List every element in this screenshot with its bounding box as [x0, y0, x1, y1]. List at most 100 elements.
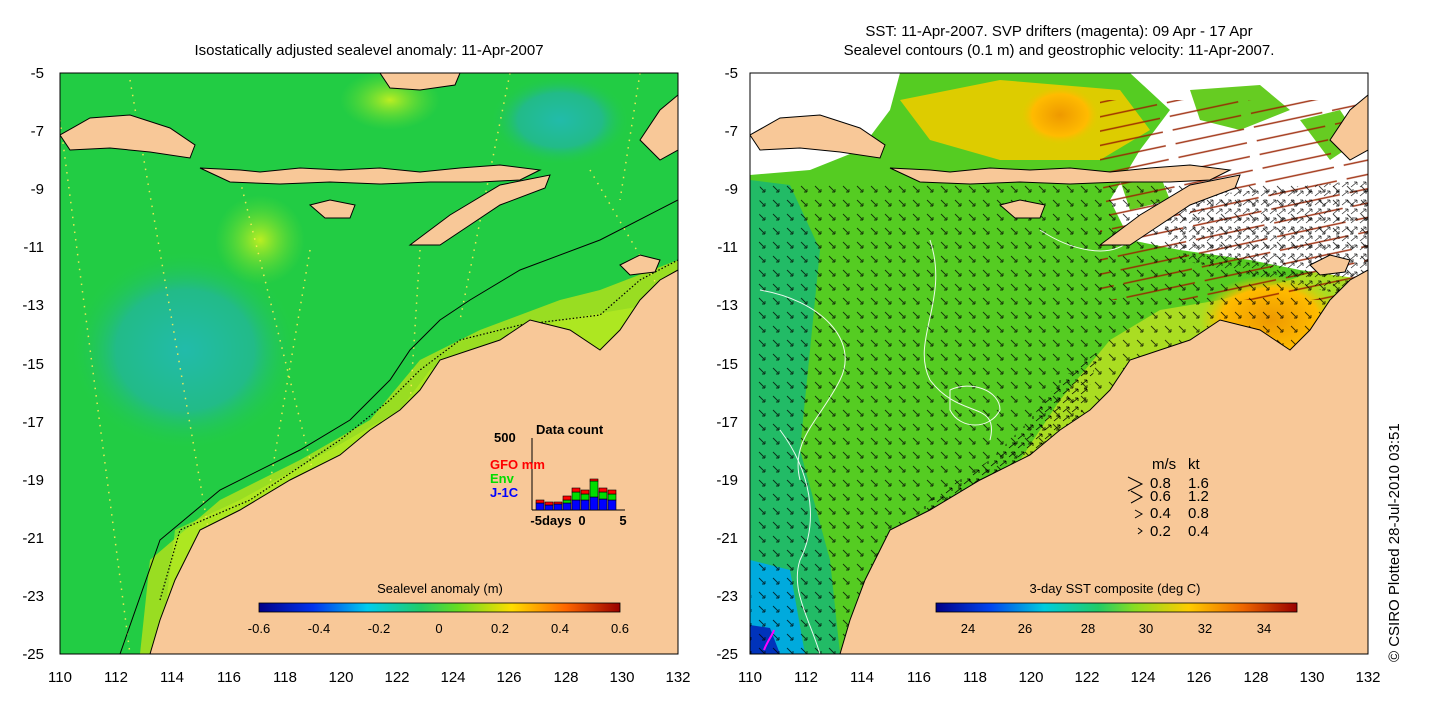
speed-legend: m/s kt 0.8 1.6 0.6 1.2 0.4 0.8 0.2 0.4 [1127, 456, 1209, 540]
data-count-bar-j1c [571, 499, 581, 511]
right-x-tick: 114 [850, 669, 874, 686]
data-count-bar-j1c [580, 499, 590, 511]
left-y-tick: -21 [22, 530, 44, 547]
data-count-inset: Data count 500 GFO mm Env J-1C [490, 422, 627, 528]
banda-islands [639, 94, 678, 161]
right-x-tick: 132 [1355, 669, 1380, 686]
sla-colorbar-tick: -0.4 [308, 621, 330, 636]
sst-colorbar-tick: 34 [1257, 621, 1271, 636]
data-count-bar-j1c [562, 502, 572, 511]
left-x-tick: 112 [104, 669, 128, 686]
data-count-title: Data count [536, 422, 604, 437]
lesser-sunda-islands [199, 164, 542, 185]
sst-colorbar-tick: 24 [961, 621, 975, 636]
right-x-tick: 124 [1130, 669, 1155, 686]
left-y-axis: -5 -7 -9 -11 -13 -15 -17 -19 -21 -23 -25 [22, 65, 44, 663]
sla-high-anomaly [215, 195, 305, 285]
right-x-axis: 110 112 114 116 118 120 122 124 126 128 … [738, 669, 1380, 686]
left-x-tick: 126 [496, 669, 521, 686]
left-x-axis: 110 112 114 116 118 120 122 124 126 128 … [48, 669, 690, 686]
data-count-bar-j1c [598, 498, 608, 511]
left-y-tick: -15 [22, 356, 44, 373]
sst-colorbar-tick: 28 [1081, 621, 1095, 636]
lesser-sunda-islands-right [889, 164, 1232, 185]
right-y-tick: -11 [717, 239, 738, 256]
left-x-tick: 128 [553, 669, 578, 686]
speed-legend-kt: 0.8 [1188, 505, 1209, 522]
timor-island-right [1098, 174, 1241, 246]
data-count-x-tick: -5days [530, 513, 571, 528]
left-x-tick: 116 [217, 669, 241, 686]
data-count-bar-gfo [598, 487, 608, 493]
left-y-tick: -13 [22, 297, 44, 314]
data-count-bar-j1c [607, 499, 617, 511]
speed-legend-kt: 1.6 [1188, 475, 1209, 492]
right-y-tick: -5 [725, 65, 738, 82]
speed-legend-header-ms: m/s [1152, 456, 1176, 473]
right-map-frame [749, 72, 1369, 655]
sla-low-anomaly [70, 250, 300, 450]
right-y-axis: -5 -7 -9 -11 -13 -15 -17 -19 -21 -23 -25 [716, 65, 738, 663]
sla-colorbar-label: Sealevel anomaly (m) [377, 581, 503, 596]
right-x-tick: 118 [963, 669, 987, 686]
left-x-tick: 132 [665, 669, 690, 686]
data-count-bar-gfo [571, 487, 581, 493]
data-count-bar-gfo [535, 499, 545, 504]
left-x-tick: 120 [328, 669, 353, 686]
left-y-tick: -19 [22, 472, 44, 489]
speed-legend-header-kt: kt [1188, 456, 1201, 473]
sla-colorbar-tick: 0.6 [611, 621, 629, 636]
right-y-tick: -13 [716, 297, 738, 314]
right-y-tick: -17 [716, 414, 738, 431]
sst-colorbar-tick: 26 [1018, 621, 1032, 636]
new-guinea-coast [619, 254, 661, 276]
data-count-bar-gfo [589, 478, 599, 482]
left-y-tick: -23 [22, 588, 44, 605]
left-y-tick: -9 [31, 181, 44, 198]
sst-colorbar-scale [935, 602, 1298, 613]
data-count-bars [535, 478, 617, 511]
sst-colorbar-label: 3-day SST composite (deg C) [1030, 581, 1201, 596]
sla-colorbar-tick: -0.6 [248, 621, 270, 636]
data-count-x-tick: 0 [578, 513, 585, 528]
left-map-frame [59, 72, 679, 655]
right-y-tick: -23 [716, 588, 738, 605]
left-x-tick: 122 [384, 669, 409, 686]
data-count-x-tick: 5 [619, 513, 626, 528]
shelf-dotted-line [159, 259, 678, 601]
left-x-tick: 124 [440, 669, 465, 686]
sla-colorbar-scale [258, 602, 621, 613]
right-x-tick: 120 [1018, 669, 1043, 686]
sla-colorbar: Sealevel anomaly (m) -0.6 -0.4 -0.2 0 0.… [248, 581, 629, 636]
data-count-legend-j1c: J-1C [490, 485, 519, 500]
speed-arrow-icon [1127, 476, 1144, 492]
data-count-bar-env [598, 491, 608, 500]
data-count-bar-j1c [553, 503, 563, 511]
right-y-tick: -9 [725, 181, 738, 198]
right-x-tick: 130 [1299, 669, 1324, 686]
shelf-contour-line [119, 199, 678, 654]
sulawesi-fragment [379, 73, 461, 91]
right-y-tick: -25 [716, 646, 738, 663]
right-x-tick: 122 [1074, 669, 1099, 686]
data-count-bar-j1c [544, 504, 554, 511]
plot-credit: © CSIRO Plotted 28-Jul-2010 03:51 [1386, 423, 1403, 662]
sst-orange-north [1020, 85, 1100, 145]
australia-landmass [149, 269, 678, 654]
altimeter-tracks [60, 73, 661, 654]
data-count-bar-j1c [535, 502, 545, 511]
right-x-tick: 116 [907, 669, 931, 686]
sumba-island [308, 199, 356, 219]
data-count-bar-env [571, 491, 581, 501]
speed-arrow-icon [1137, 527, 1143, 535]
speed-arrow-icon [1130, 490, 1144, 504]
left-y-tick: -5 [31, 65, 44, 82]
data-count-bar-gfo [580, 489, 590, 495]
right-map-title-line1: SST: 11-Apr-2007. SVP drifters (magenta)… [865, 23, 1253, 40]
speed-legend-ms: 0.8 [1150, 475, 1171, 492]
speed-legend-ms: 0.6 [1150, 488, 1171, 505]
sst-colorbar-tick: 30 [1139, 621, 1153, 636]
right-x-tick: 110 [738, 669, 762, 686]
data-count-bar-gfo [607, 489, 617, 495]
